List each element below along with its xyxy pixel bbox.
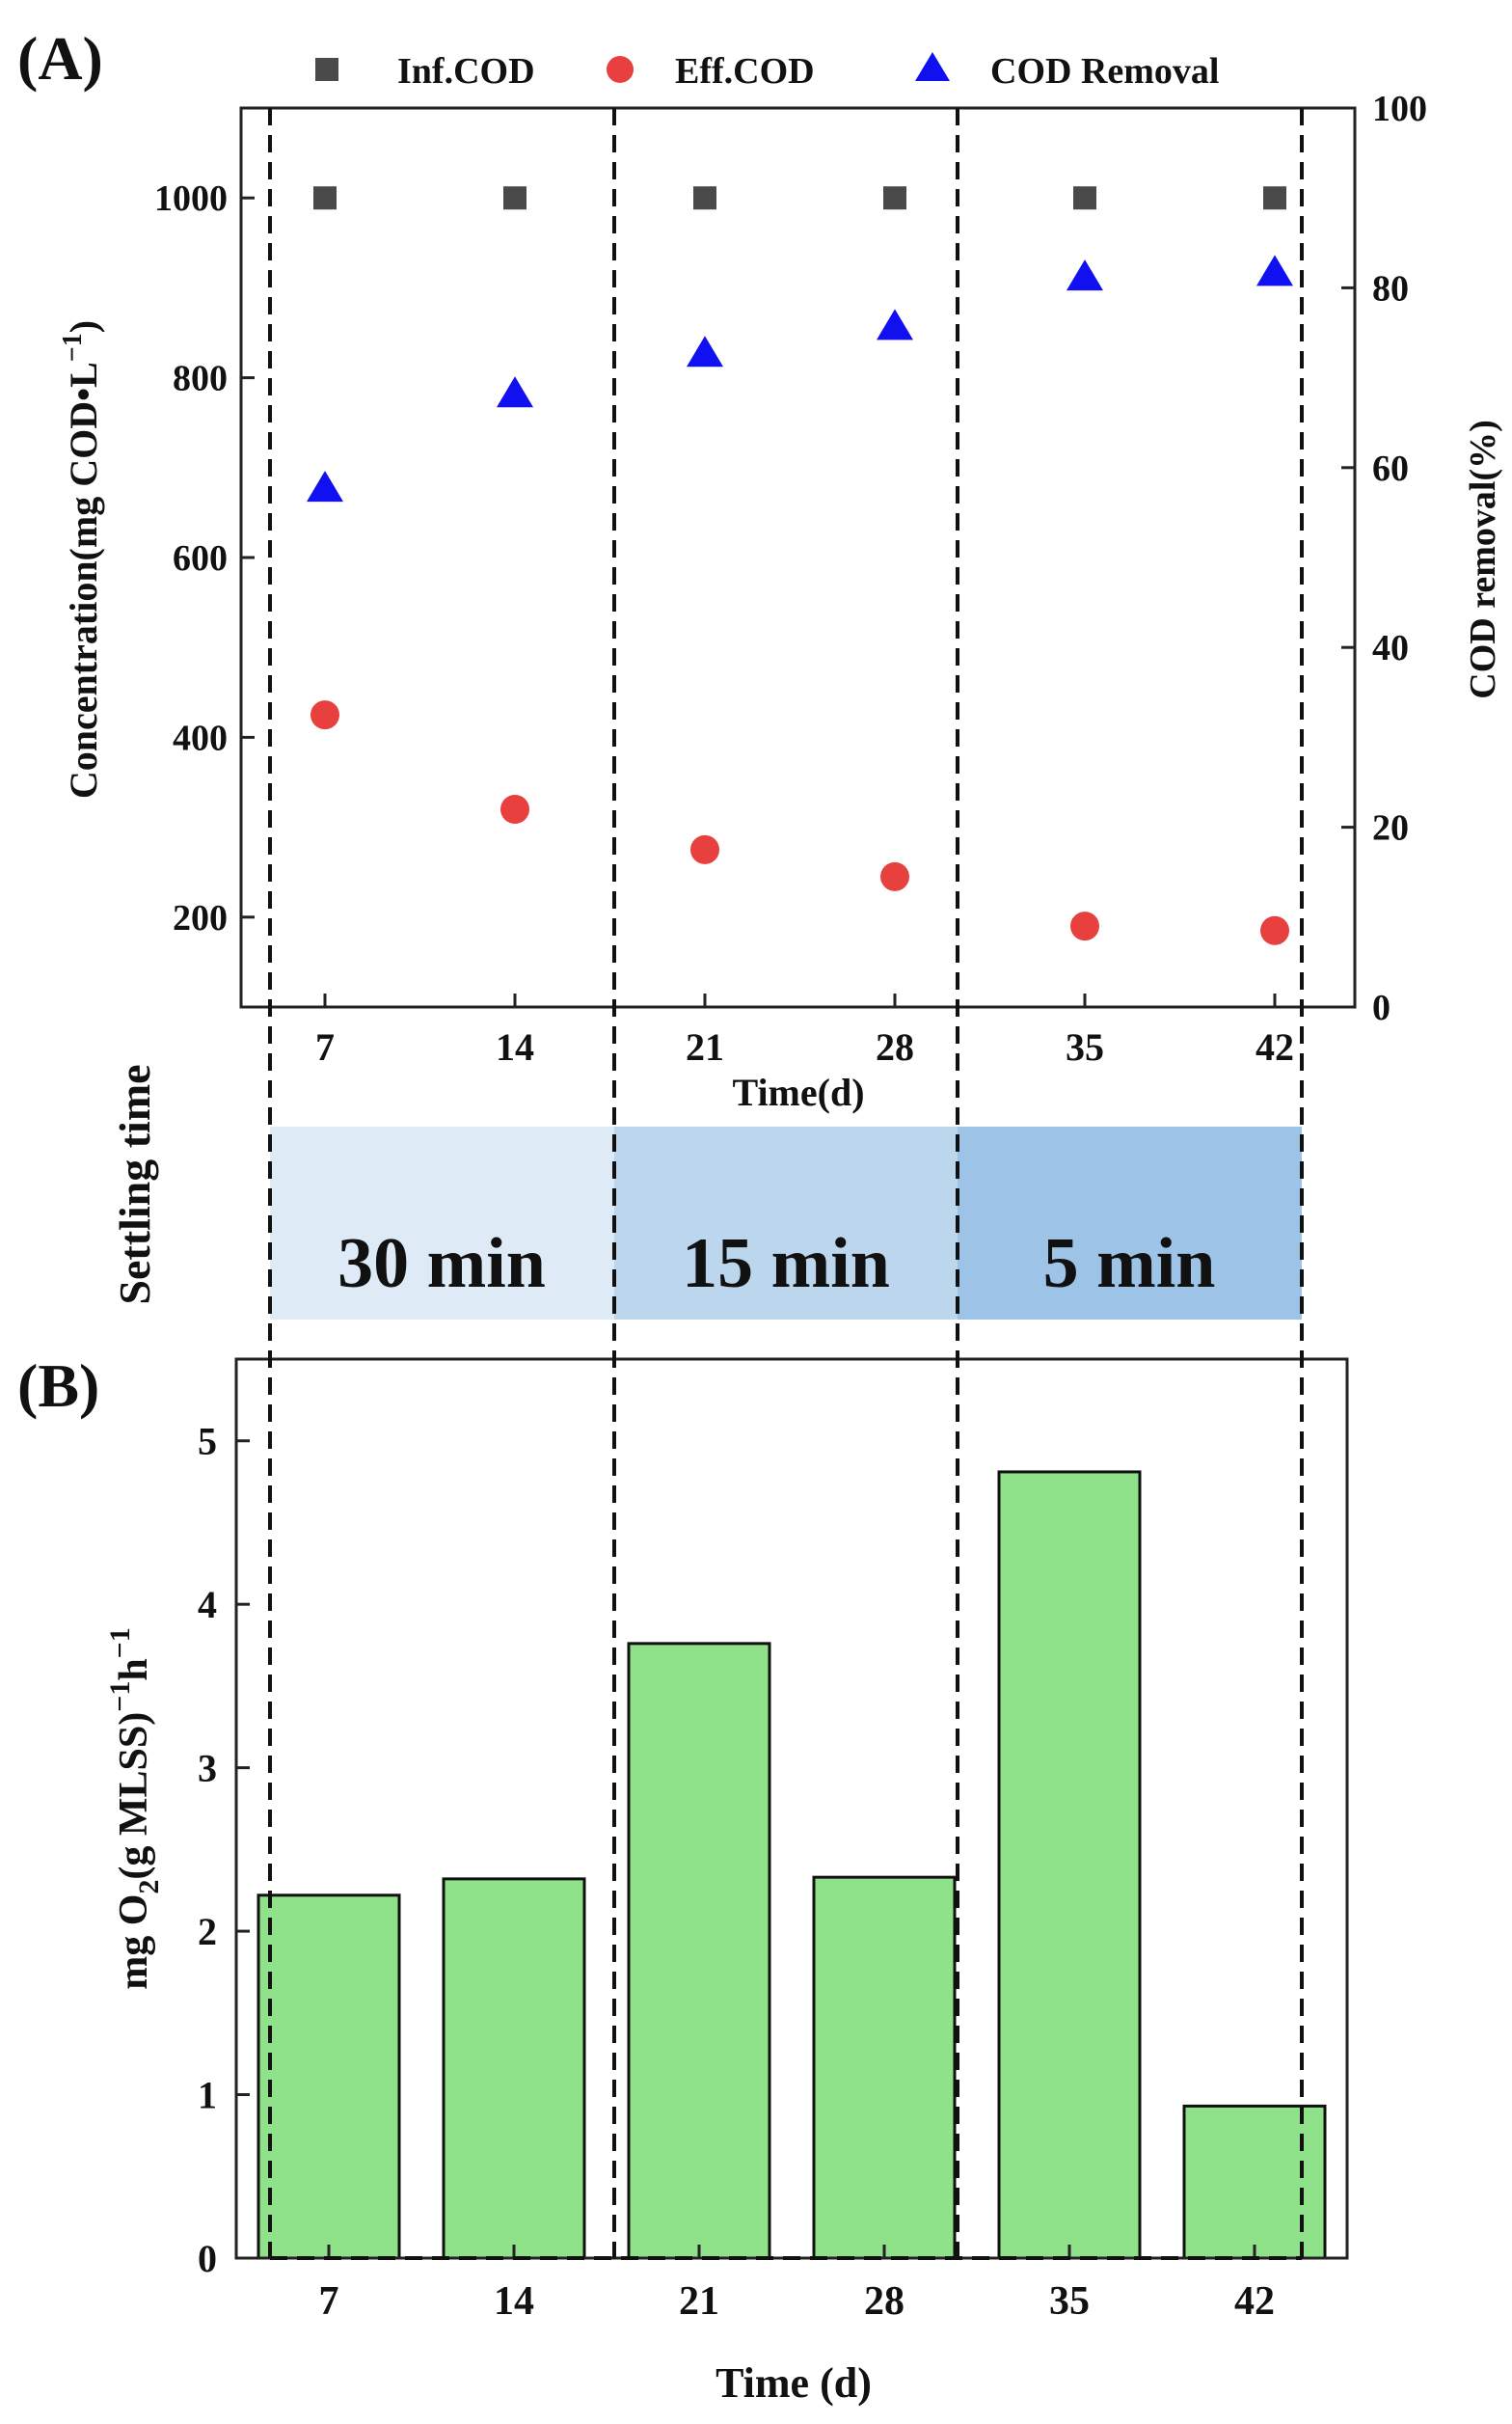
inf-cod-point <box>1263 186 1286 210</box>
y-right-tick-label: 60 <box>1372 449 1409 489</box>
x-tick-label: 42 <box>1234 2279 1275 2324</box>
y-tick-label: 5 <box>198 1420 217 1463</box>
y-left-tick-label: 400 <box>173 718 228 758</box>
cod-removal-point <box>687 336 723 368</box>
y-tick-label: 1 <box>198 2074 217 2117</box>
eff-cod-point <box>500 794 529 824</box>
oxygen-uptake-bar <box>442 1877 586 2260</box>
settling-band-15min <box>614 1127 958 1320</box>
panel-a-data-points <box>307 186 1293 945</box>
panel-a-right-axis: 0 20 40 60 80 100 <box>1341 89 1427 1028</box>
panel-b-label: (B) <box>17 1351 99 1420</box>
panel-b-x-axis-title: Time (d) <box>716 2359 872 2407</box>
cod-removal-point <box>307 471 343 503</box>
eff-cod-point <box>880 861 909 891</box>
y-right-tick-label: 100 <box>1372 89 1427 129</box>
panel-b-y-axis-title: mg O2(g MLSS)−1h−1 <box>104 1627 165 1990</box>
panel-a-label: (A) <box>17 24 103 93</box>
oxygen-uptake-bar <box>256 1893 401 2260</box>
y-right-tick-label: 40 <box>1372 628 1409 668</box>
cod-removal-point <box>877 309 913 340</box>
legend-cod-removal: COD Removal <box>990 51 1219 92</box>
y-left-tick-label: 1000 <box>154 178 228 219</box>
settling-phase-2-label: 15 min <box>682 1224 890 1303</box>
settling-phase-1-label: 30 min <box>338 1224 546 1303</box>
oxygen-uptake-bar <box>997 1470 1142 2260</box>
x-tick-label: 21 <box>686 1025 724 1069</box>
panel-b-y-axis: 0 1 2 3 4 5 <box>198 1420 250 2280</box>
x-tick-label: 14 <box>494 2279 534 2324</box>
inf-cod-point <box>693 186 716 210</box>
phase-dividers <box>268 108 1304 2260</box>
panel-b-x-axis: 7 14 21 28 35 42 <box>319 2245 1275 2324</box>
y-left-tick-label: 600 <box>173 538 228 579</box>
y-left-tick-label: 200 <box>173 898 228 939</box>
x-tick-label: 28 <box>876 1025 914 1069</box>
y-right-tick-label: 80 <box>1372 268 1409 309</box>
y-right-tick-label: 0 <box>1372 988 1390 1028</box>
y-tick-label: 2 <box>198 1910 217 1953</box>
panel-a-left-axis: 200 400 600 800 1000 <box>154 178 255 939</box>
x-tick-label: 35 <box>1049 2279 1090 2324</box>
legend-triangle-marker <box>915 52 950 81</box>
eff-cod-point <box>1260 915 1289 945</box>
inf-cod-point <box>503 186 526 210</box>
oxygen-uptake-bar <box>812 1875 957 2260</box>
panel-a-legend: Inf.COD Eff.COD COD Removal <box>315 51 1219 92</box>
y-tick-label: 3 <box>198 1747 217 1790</box>
inf-cod-point <box>313 186 337 210</box>
x-tick-label: 42 <box>1256 1025 1294 1069</box>
legend-inf-cod: Inf.COD <box>397 51 535 92</box>
cod-removal-point <box>1066 259 1103 291</box>
legend-square-marker <box>315 58 338 81</box>
legend-eff-cod: Eff.COD <box>675 51 815 92</box>
settling-band-30min <box>270 1127 614 1320</box>
x-tick-label: 14 <box>496 1025 534 1069</box>
panel-b-plot-frame <box>234 1357 1349 2260</box>
eff-cod-point <box>1070 912 1099 941</box>
panel-a-y-left-title: Concentration(mg COD•L−1) <box>58 320 105 799</box>
inf-cod-point <box>1073 186 1096 210</box>
settling-time-label: Settling time <box>110 1064 159 1304</box>
panel-a-y-right-title: COD removal(%) <box>1463 420 1503 699</box>
inf-cod-point <box>883 186 906 210</box>
cod-removal-point <box>497 376 533 408</box>
x-tick-label: 28 <box>864 2279 904 2324</box>
x-tick-label: 7 <box>319 2279 339 2324</box>
panel-a-x-axis: 7 14 21 28 35 42 <box>315 994 1294 1069</box>
oxygen-uptake-bar <box>627 1642 771 2260</box>
y-left-tick-label: 800 <box>173 359 228 399</box>
settling-phase-3-label: 5 min <box>1043 1224 1216 1303</box>
settling-band-5min <box>958 1127 1302 1320</box>
cod-removal-point <box>1256 255 1293 286</box>
oxygen-uptake-bar <box>1182 2104 1327 2260</box>
legend-circle-marker <box>607 56 634 83</box>
x-tick-label: 35 <box>1066 1025 1104 1069</box>
x-tick-label: 21 <box>679 2279 719 2324</box>
panel-b-bars <box>256 1470 1327 2260</box>
y-tick-label: 4 <box>198 1583 217 1626</box>
y-right-tick-label: 20 <box>1372 808 1409 849</box>
y-tick-label: 0 <box>198 2237 217 2280</box>
x-tick-label: 7 <box>315 1025 335 1069</box>
eff-cod-point <box>690 834 719 864</box>
panel-a-plot-frame <box>239 106 1357 1009</box>
eff-cod-point <box>310 700 339 730</box>
panel-a-x-axis-title: Time(d) <box>732 1071 864 1114</box>
